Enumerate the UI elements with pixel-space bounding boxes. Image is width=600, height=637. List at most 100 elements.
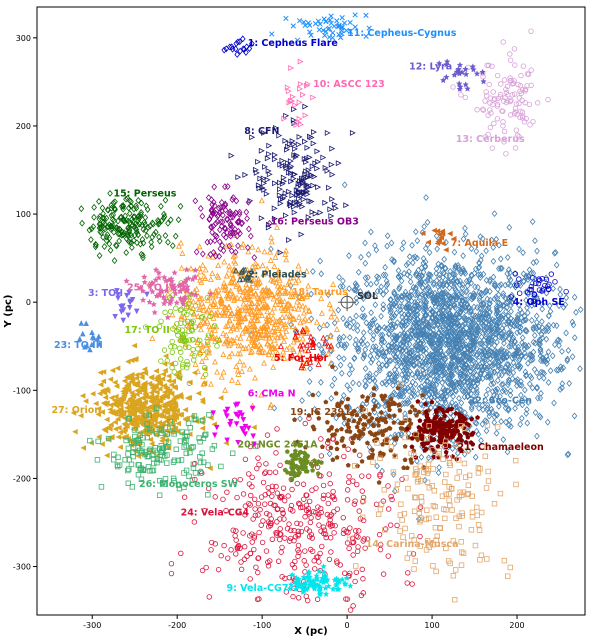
data-point [312, 160, 319, 167]
data-point [354, 321, 361, 329]
data-point [284, 289, 291, 295]
data-point [457, 293, 463, 301]
data-point [171, 457, 178, 463]
x-tick-label: 100 [424, 621, 439, 630]
data-point [525, 273, 532, 281]
data-point [324, 321, 330, 329]
data-point [547, 307, 554, 315]
data-point [334, 446, 340, 452]
data-point [276, 284, 283, 291]
data-point [252, 313, 259, 320]
data-point [298, 528, 305, 535]
data-point [479, 420, 486, 428]
data-point [489, 332, 496, 340]
data-point [112, 198, 118, 206]
data-point [234, 545, 241, 552]
data-point [249, 243, 256, 250]
data-point [468, 383, 474, 391]
data-point [425, 284, 432, 292]
data-point [526, 380, 533, 388]
data-point [371, 397, 377, 404]
data-point [328, 445, 334, 450]
data-point [416, 384, 423, 392]
data-point [337, 562, 343, 568]
data-point [504, 360, 510, 368]
data-point [433, 537, 439, 543]
data-point [133, 375, 140, 381]
data-point [533, 312, 540, 320]
data-point [521, 345, 528, 353]
data-point [429, 362, 436, 369]
data-point [325, 350, 332, 357]
data-point [242, 512, 248, 518]
data-point [305, 316, 312, 323]
data-point [458, 539, 464, 545]
data-point [251, 535, 257, 541]
data-point [96, 198, 102, 205]
data-point [266, 512, 273, 518]
data-point [251, 254, 258, 261]
data-point [294, 298, 301, 305]
data-point [411, 362, 418, 369]
data-point [503, 418, 509, 426]
data-point [331, 530, 337, 536]
data-point [225, 294, 232, 301]
data-point [481, 325, 488, 333]
data-point [265, 168, 272, 174]
data-point [407, 308, 414, 316]
data-point [199, 347, 206, 353]
data-point [494, 411, 500, 419]
data-point [463, 439, 469, 445]
data-point [107, 406, 113, 413]
data-point [502, 281, 509, 289]
data-point [430, 447, 436, 453]
data-point [311, 508, 317, 515]
data-point [557, 385, 563, 393]
data-point [508, 340, 514, 348]
data-point [507, 391, 514, 399]
data-point [322, 339, 329, 347]
data-point [217, 297, 224, 304]
data-point [461, 313, 468, 321]
data-point [375, 350, 382, 358]
data-point [378, 416, 384, 421]
data-point [315, 554, 321, 560]
data-point [497, 264, 504, 272]
data-point [505, 378, 512, 386]
data-point [312, 566, 318, 572]
data-point [535, 327, 542, 335]
data-point [490, 89, 496, 95]
data-point [504, 448, 511, 456]
data-point [398, 296, 405, 304]
data-point [318, 270, 325, 278]
data-point [408, 292, 415, 299]
data-point [220, 351, 227, 357]
data-point [516, 245, 522, 253]
data-point [438, 293, 445, 301]
data-point [460, 252, 466, 260]
data-point [418, 478, 424, 484]
data-point [239, 244, 245, 250]
data-point [564, 357, 571, 365]
data-point [106, 240, 113, 248]
data-point [542, 357, 549, 365]
data-point [506, 274, 513, 282]
data-point [503, 151, 509, 157]
data-point [353, 563, 359, 569]
data-point [125, 204, 132, 212]
data-point [462, 430, 468, 435]
data-point [431, 356, 438, 364]
data-point [481, 346, 487, 354]
data-point [366, 377, 373, 385]
data-point [356, 380, 362, 388]
data-point [305, 214, 312, 221]
data-point [387, 407, 392, 413]
data-point [405, 434, 411, 440]
data-point [210, 333, 217, 340]
data-point [304, 526, 310, 532]
data-point [251, 546, 257, 553]
data-point [163, 443, 170, 450]
data-point [431, 332, 438, 340]
data-point [478, 436, 484, 444]
data-point [318, 453, 325, 459]
